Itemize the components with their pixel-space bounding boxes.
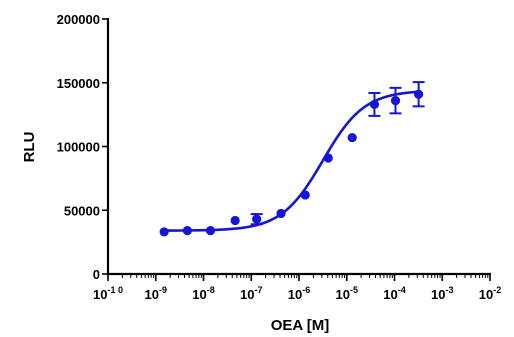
- data-point: [205, 226, 216, 236]
- x-tick-label: 10-5: [336, 285, 358, 302]
- data-point: [390, 96, 401, 106]
- y-axis: 0 50000 100000 150000 200000: [57, 12, 110, 282]
- data-point: [252, 214, 262, 224]
- x-tick-label: 10-3: [431, 285, 453, 302]
- y-axis-title: RLU: [21, 132, 38, 163]
- data-point: [230, 215, 240, 226]
- x-tick-label: 10-7: [240, 285, 262, 302]
- y-tick-label: 200000: [57, 12, 100, 27]
- data-point: [323, 153, 333, 163]
- x-tick-label: 10-1 0: [93, 285, 123, 302]
- y-tick-label: 100000: [57, 140, 100, 155]
- plot-area: [159, 81, 425, 237]
- data-point: [182, 226, 192, 236]
- x-axis: 10-1 0 10-9 10-8 10-7 10-6 10-5 10-4 10-3 10-2: [93, 272, 501, 302]
- data-point: [369, 99, 380, 110]
- x-tick-label: 10-8: [192, 285, 214, 302]
- data-point: [159, 227, 169, 237]
- y-tick-label: 0: [93, 267, 100, 282]
- data-point: [414, 89, 424, 99]
- data-point: [276, 208, 286, 219]
- fit-curve: [164, 90, 419, 232]
- data-point: [300, 190, 310, 200]
- y-tick-label: 50000: [64, 203, 100, 218]
- x-tick-label: 10-6: [288, 285, 310, 302]
- x-tick-label: 10-4: [383, 285, 405, 302]
- data-point: [347, 132, 357, 143]
- x-tick-label: 10-9: [145, 285, 167, 302]
- x-tick-label: 10-2: [479, 285, 501, 302]
- x-axis-title: OEA [M]: [271, 317, 330, 334]
- y-tick-label: 150000: [57, 76, 100, 91]
